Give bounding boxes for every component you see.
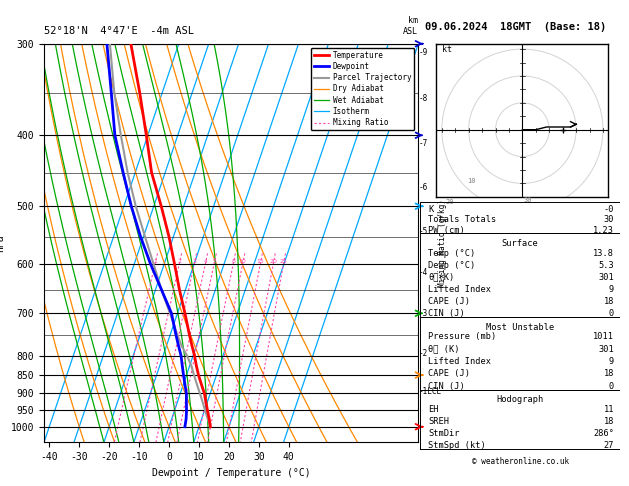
Text: 10: 10	[467, 178, 476, 184]
Text: -3: -3	[419, 309, 428, 318]
Text: CIN (J): CIN (J)	[428, 309, 465, 318]
Text: 0: 0	[609, 309, 614, 318]
Text: 3: 3	[192, 259, 196, 264]
Text: 0: 0	[609, 382, 614, 391]
Text: 27: 27	[604, 441, 614, 450]
Text: Temp (°C): Temp (°C)	[428, 248, 476, 258]
Text: 52°18'N  4°47'E  -4m ASL: 52°18'N 4°47'E -4m ASL	[44, 26, 194, 36]
Text: 5.3: 5.3	[598, 260, 614, 270]
Text: 1: 1	[153, 259, 157, 264]
Text: Surface: Surface	[502, 239, 538, 248]
Text: -1LCL: -1LCL	[419, 387, 442, 396]
Text: 25: 25	[279, 259, 287, 264]
Text: 20: 20	[269, 259, 277, 264]
Legend: Temperature, Dewpoint, Parcel Trajectory, Dry Adiabat, Wet Adiabat, Isotherm, Mi: Temperature, Dewpoint, Parcel Trajectory…	[311, 48, 415, 130]
Text: kt: kt	[442, 45, 452, 54]
Text: 30: 30	[523, 196, 532, 203]
Text: PW (cm): PW (cm)	[428, 226, 465, 235]
Text: 18: 18	[604, 297, 614, 306]
Text: -2: -2	[419, 349, 428, 358]
Text: -8: -8	[419, 94, 428, 103]
Text: 2: 2	[177, 259, 181, 264]
Text: 09.06.2024  18GMT  (Base: 18): 09.06.2024 18GMT (Base: 18)	[425, 21, 606, 32]
Text: 13.8: 13.8	[593, 248, 614, 258]
Text: 9: 9	[609, 285, 614, 294]
Text: 8: 8	[231, 259, 235, 264]
Text: CAPE (J): CAPE (J)	[428, 297, 470, 306]
Text: 1011: 1011	[593, 332, 614, 342]
Text: SREH: SREH	[428, 417, 449, 426]
Text: K: K	[428, 205, 433, 213]
Text: © weatheronline.co.uk: © weatheronline.co.uk	[472, 457, 569, 466]
Text: Totals Totals: Totals Totals	[428, 215, 496, 224]
Text: 301: 301	[598, 273, 614, 282]
Text: Hodograph: Hodograph	[496, 395, 544, 404]
Text: 4: 4	[203, 259, 207, 264]
Text: CIN (J): CIN (J)	[428, 382, 465, 391]
Text: -9: -9	[419, 48, 428, 56]
Text: -4: -4	[419, 268, 428, 277]
Text: 20: 20	[445, 199, 454, 205]
Text: 5: 5	[212, 259, 216, 264]
Text: Lifted Index: Lifted Index	[428, 285, 491, 294]
Text: 18: 18	[604, 417, 614, 426]
Text: -5: -5	[419, 227, 428, 236]
Text: 1.23: 1.23	[593, 226, 614, 235]
X-axis label: Dewpoint / Temperature (°C): Dewpoint / Temperature (°C)	[152, 468, 311, 478]
Text: km
ASL: km ASL	[403, 17, 418, 36]
Text: 9: 9	[609, 357, 614, 366]
Text: Mixing Ratio (g/kg): Mixing Ratio (g/kg)	[438, 199, 447, 287]
Y-axis label: hPa: hPa	[0, 234, 5, 252]
Text: 15: 15	[257, 259, 264, 264]
Text: StmSpd (kt): StmSpd (kt)	[428, 441, 486, 450]
Text: 11: 11	[604, 405, 614, 414]
Text: EH: EH	[428, 405, 438, 414]
Text: -6: -6	[419, 183, 428, 192]
Text: -7: -7	[419, 139, 428, 148]
Text: 30: 30	[604, 215, 614, 224]
Text: 301: 301	[598, 345, 614, 354]
Text: θᴛ (K): θᴛ (K)	[428, 345, 460, 354]
Text: Lifted Index: Lifted Index	[428, 357, 491, 366]
Text: 18: 18	[604, 369, 614, 379]
Text: -0: -0	[604, 205, 614, 213]
Text: 286°: 286°	[593, 429, 614, 438]
Text: 10: 10	[239, 259, 247, 264]
Text: StmDir: StmDir	[428, 429, 460, 438]
Text: CAPE (J): CAPE (J)	[428, 369, 470, 379]
Text: θᴛ(K): θᴛ(K)	[428, 273, 454, 282]
Text: Dewp (°C): Dewp (°C)	[428, 260, 476, 270]
Text: Pressure (mb): Pressure (mb)	[428, 332, 496, 342]
Text: Most Unstable: Most Unstable	[486, 323, 554, 331]
